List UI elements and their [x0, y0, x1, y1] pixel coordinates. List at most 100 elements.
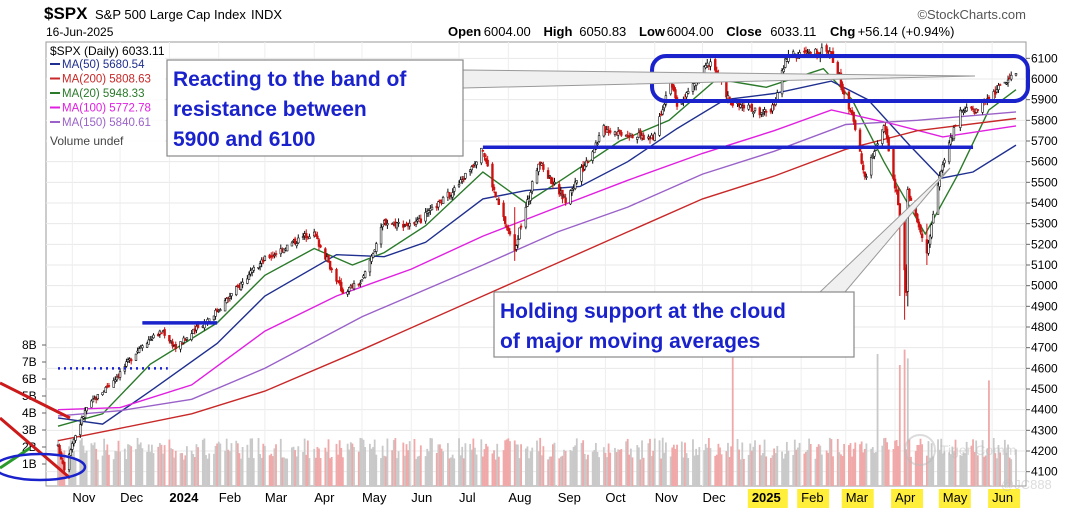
volume-bar — [57, 439, 59, 486]
volume-bar — [714, 455, 717, 486]
volume-bar — [582, 440, 585, 486]
candle-body — [758, 107, 761, 116]
volume-bar — [948, 452, 951, 486]
volume-bar — [407, 450, 409, 486]
volume-bar — [219, 443, 222, 486]
candle-body — [83, 410, 87, 418]
candle-body — [575, 180, 578, 184]
volume-bar — [330, 457, 333, 486]
volume-bar — [146, 451, 149, 486]
volume-bar — [860, 441, 863, 486]
volume-bar — [887, 449, 890, 486]
candle-body — [782, 68, 785, 72]
candle-body — [63, 461, 66, 471]
candle-body — [363, 271, 367, 278]
candle-body — [497, 198, 501, 205]
volume-bar — [754, 440, 756, 486]
volume-bar — [793, 439, 796, 486]
volume-bar — [364, 447, 367, 486]
y-tick-label: 4900 — [1031, 299, 1058, 313]
y-tick-label: 5700 — [1031, 134, 1058, 148]
candle-body — [340, 281, 343, 292]
candle-body — [761, 112, 765, 115]
volume-bar — [136, 437, 139, 486]
volume-bar — [318, 448, 320, 486]
candle-body — [936, 184, 940, 215]
volume-bar — [609, 452, 612, 486]
candle-body — [228, 296, 232, 299]
candle-body — [346, 291, 349, 295]
volume-bar — [682, 457, 685, 486]
volume-bar — [152, 453, 155, 486]
volume-bar — [375, 454, 378, 486]
volume-bar — [653, 438, 656, 486]
candle-body — [297, 237, 300, 244]
candle-body — [863, 171, 867, 177]
y-tick-label: 4800 — [1031, 320, 1058, 334]
resistance-callout: Reacting to the band of resistance betwe… — [166, 59, 976, 157]
volume-bar — [383, 455, 386, 486]
candle-body — [876, 143, 879, 146]
candle-body — [893, 178, 897, 189]
volume-bar — [587, 454, 589, 486]
volume-bar — [663, 452, 666, 486]
volume-bar — [292, 446, 295, 486]
candle-body — [195, 326, 198, 331]
volume-bar — [524, 448, 527, 486]
volume-bar — [996, 458, 998, 486]
volume-bar — [103, 438, 106, 486]
volume-bar — [314, 457, 317, 486]
candle-body — [648, 137, 652, 140]
candle-body — [916, 213, 919, 223]
volume-bar — [384, 456, 387, 486]
volume-bar — [762, 453, 764, 486]
candle-body — [359, 282, 362, 285]
candle-body — [841, 83, 844, 92]
volume-bar — [706, 447, 709, 486]
resistance-callout-box — [166, 59, 464, 157]
volume-bar — [540, 455, 543, 486]
candle-body — [503, 216, 507, 225]
date-axis: Nov Dec 2024 Feb Mar Apr May Jun Jul Aug Sep Oct Nov… — [72, 489, 1021, 508]
volume-bar — [442, 451, 445, 486]
candle-body — [114, 379, 117, 382]
candle-body — [636, 136, 639, 140]
candle-body — [414, 220, 418, 225]
candle-body — [674, 89, 677, 99]
volume-bar — [618, 449, 621, 486]
support-text-line2: of major moving averages — [500, 330, 760, 353]
volume-bar — [741, 442, 744, 486]
volume-bar — [650, 456, 653, 486]
volume-bar — [676, 444, 678, 486]
candle-body — [316, 235, 319, 240]
candle-body — [190, 333, 193, 340]
candle-body — [134, 353, 138, 361]
volume-bar — [906, 358, 909, 486]
volume-bar — [903, 349, 906, 486]
candle-body — [263, 255, 267, 261]
y-tick-label: 6100 — [1031, 51, 1058, 65]
volume-bar — [631, 457, 634, 486]
volume-bar — [268, 455, 271, 486]
candle-body — [375, 243, 378, 252]
x-label-highlight — [797, 489, 830, 508]
volume-bar — [416, 456, 419, 486]
volume-bar — [526, 446, 529, 486]
volume-bar — [486, 446, 489, 486]
volume-bar — [798, 442, 801, 486]
volume-bar — [698, 447, 701, 486]
volume-bar — [669, 456, 672, 486]
volume-bar — [394, 438, 397, 486]
volume-bar — [750, 450, 753, 486]
candle-body — [85, 407, 88, 412]
volume-bar — [671, 447, 674, 486]
candle-body — [196, 324, 200, 328]
x-tick-label: Mar — [846, 490, 869, 505]
volume-bar — [881, 445, 884, 486]
volume-bar — [975, 440, 978, 486]
volume-bar — [849, 443, 852, 486]
candle-body — [537, 163, 540, 172]
candle-body — [273, 254, 276, 256]
volume-bar — [563, 449, 565, 486]
candle-body — [91, 398, 95, 403]
